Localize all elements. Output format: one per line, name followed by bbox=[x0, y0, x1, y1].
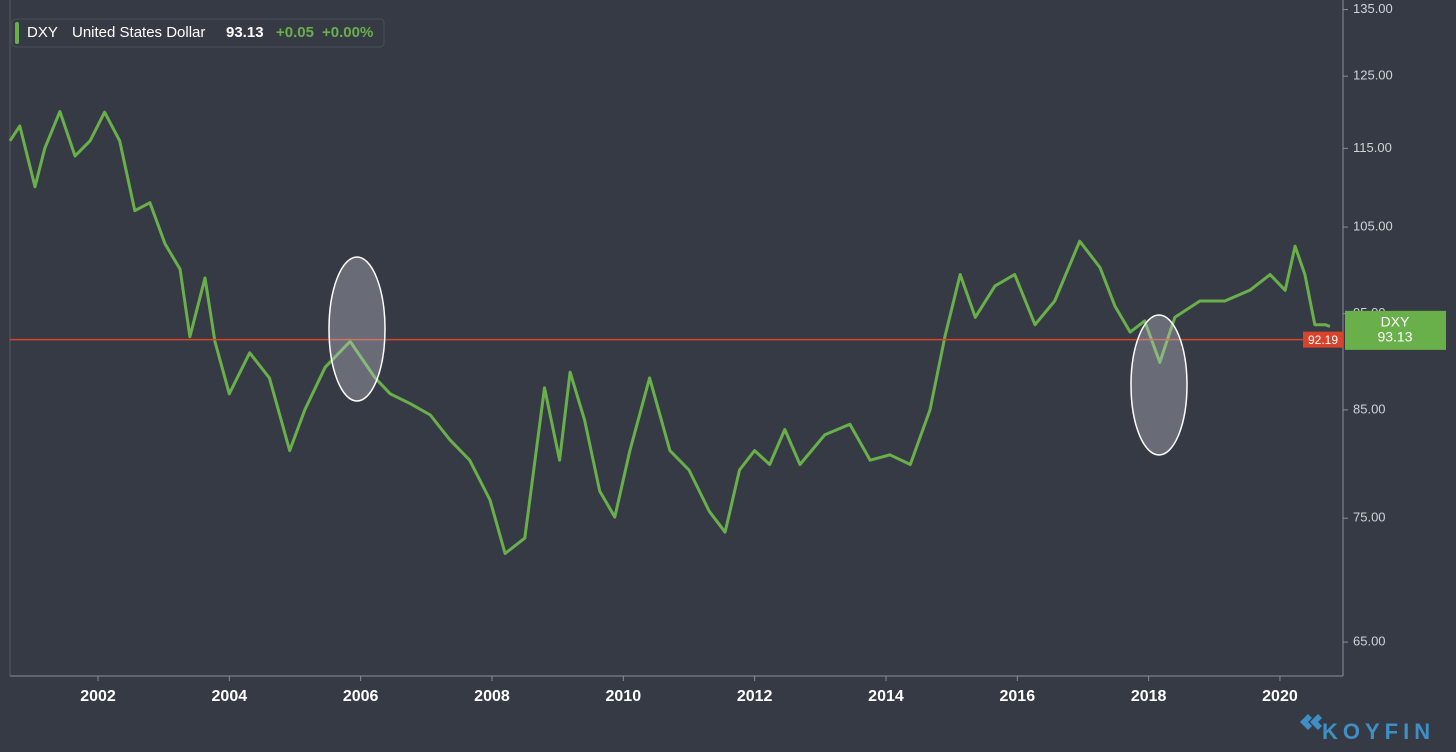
highlight-ellipse bbox=[1130, 314, 1188, 456]
y-tick-label: 125.00 bbox=[1353, 68, 1393, 83]
reference-label-box bbox=[1303, 331, 1343, 348]
price-tag bbox=[1345, 310, 1446, 350]
x-tick-label: 2010 bbox=[606, 688, 642, 705]
legend-symbol: DXY bbox=[27, 24, 58, 41]
y-tick-label: 115.00 bbox=[1353, 140, 1392, 155]
logo-icon bbox=[1300, 714, 1322, 730]
y-tick-label: 105.00 bbox=[1353, 218, 1393, 233]
x-tick-label: 2008 bbox=[474, 688, 510, 705]
y-tick-label: 75.00 bbox=[1353, 510, 1386, 525]
legend-swatch bbox=[15, 22, 19, 44]
x-tick-label: 2014 bbox=[868, 688, 904, 705]
y-tick-label: 85.00 bbox=[1353, 401, 1386, 416]
y-tick-label: 135.00 bbox=[1353, 1, 1393, 16]
x-tick-label: 2004 bbox=[212, 688, 248, 705]
plot-area: 65.0075.0085.0095.00105.00115.00125.0013… bbox=[8, 1, 1393, 705]
watermark: KOYFIN bbox=[1322, 719, 1435, 744]
price-tag-value: 93.13 bbox=[1377, 329, 1412, 345]
legend-box bbox=[11, 18, 385, 48]
x-tick-label: 2018 bbox=[1131, 688, 1167, 705]
price-line bbox=[8, 110, 1331, 555]
legend-change: +0.05 bbox=[276, 24, 314, 41]
x-tick-label: 2006 bbox=[343, 688, 379, 705]
x-tick-label: 2012 bbox=[737, 688, 773, 705]
highlight-ellipse bbox=[328, 256, 386, 402]
y-tick-label: 65.00 bbox=[1353, 633, 1386, 648]
legend: DXY United States Dollar 93.13 +0.05 +0.… bbox=[11, 18, 385, 48]
price-tag-symbol: DXY bbox=[1381, 314, 1410, 330]
legend-name: United States Dollar bbox=[72, 24, 205, 41]
legend-change-pct: +0.00% bbox=[322, 24, 373, 41]
logo: KOYFIN bbox=[1300, 714, 1435, 744]
legend-value: 93.13 bbox=[226, 24, 264, 41]
reference-label: 92.19 bbox=[1308, 333, 1338, 347]
x-tick-label: 2020 bbox=[1262, 688, 1298, 705]
x-tick-label: 2002 bbox=[80, 688, 116, 705]
x-tick-label: 2016 bbox=[1000, 688, 1036, 705]
